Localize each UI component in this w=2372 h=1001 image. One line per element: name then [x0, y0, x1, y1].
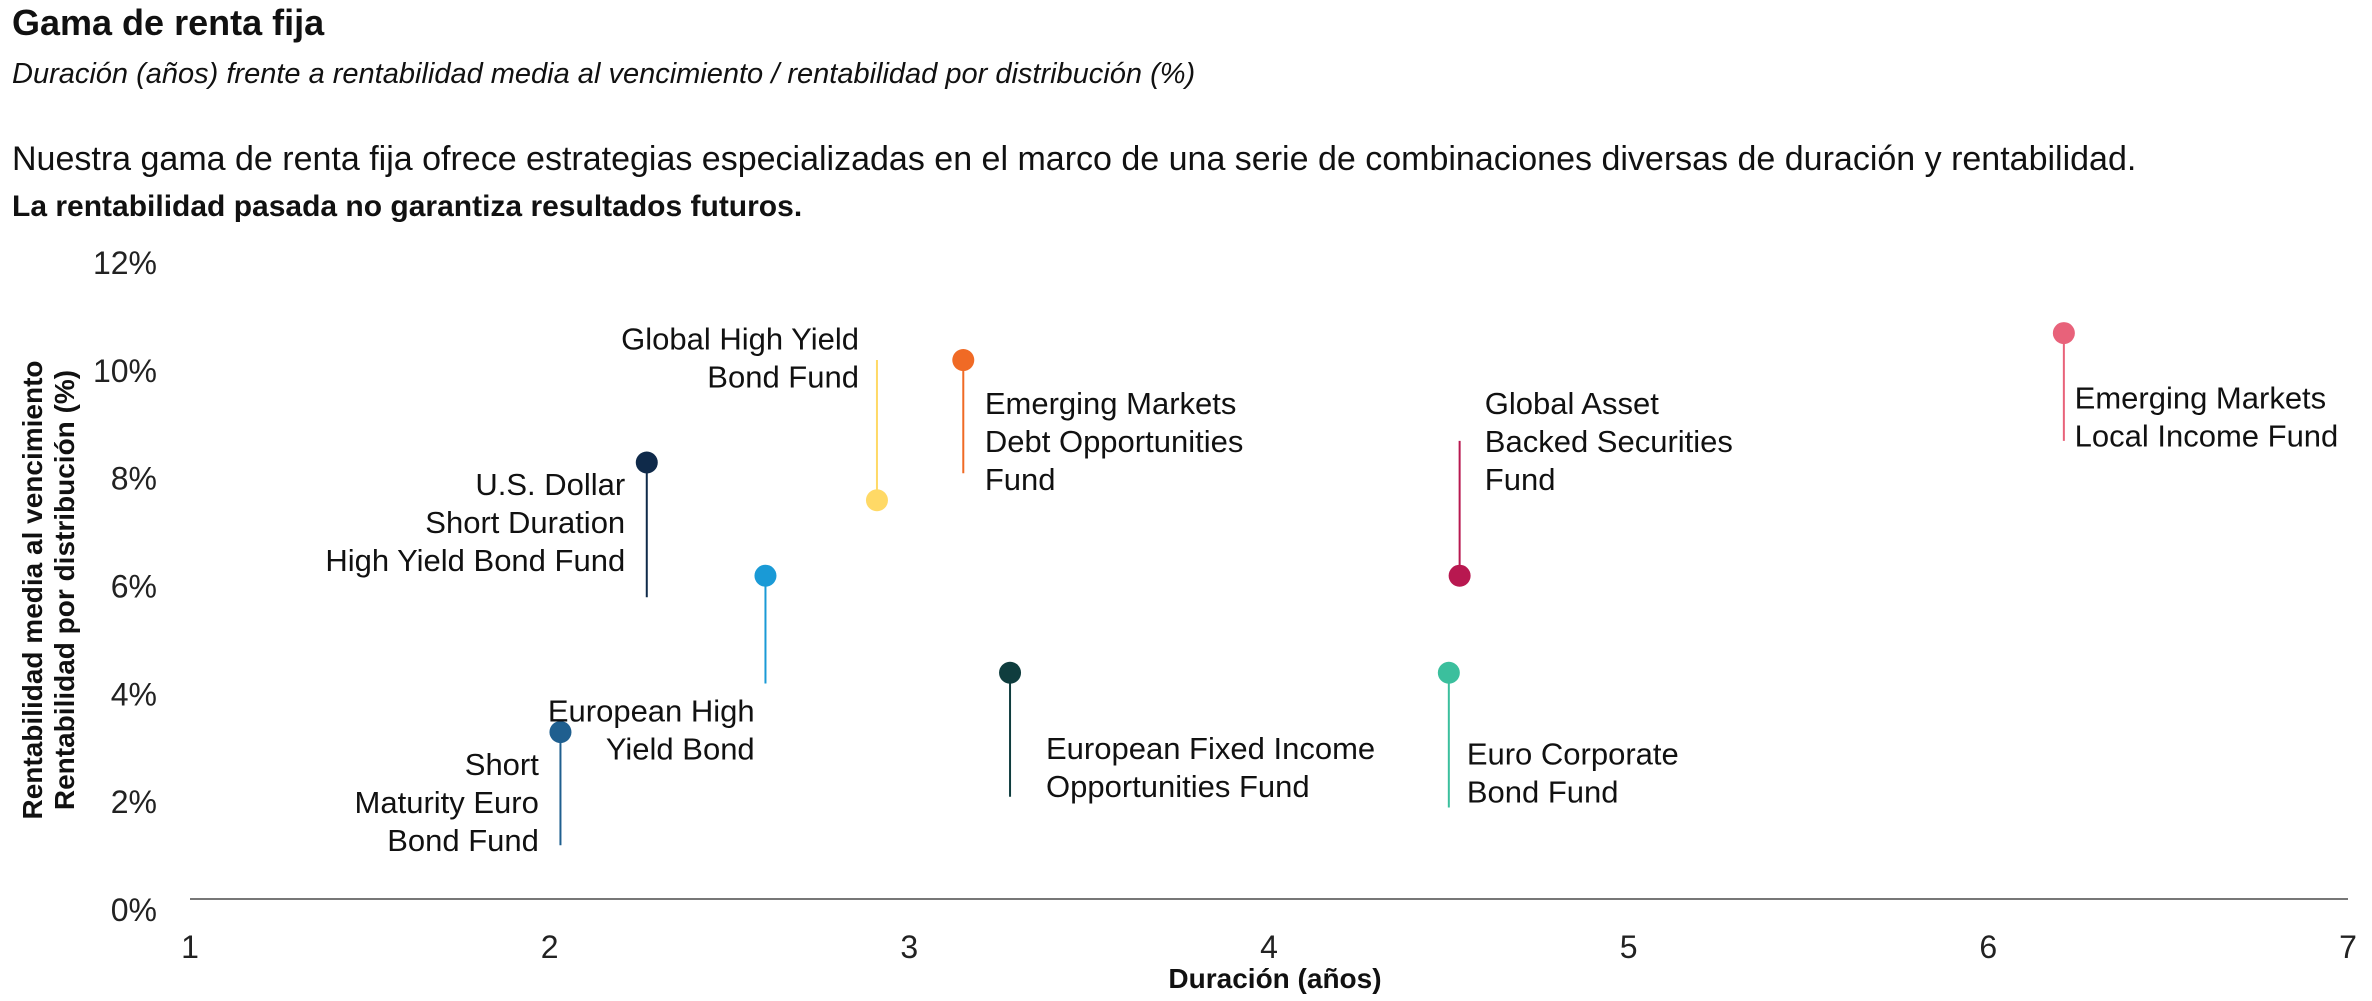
y-axis-label-line: Rentabilidad por distribución (%)	[49, 370, 80, 810]
x-tick-label: 3	[900, 929, 918, 965]
x-tick-label: 7	[2339, 929, 2357, 965]
point-label: High Yield Bond Fund	[325, 543, 625, 578]
point-label: Local Income Fund	[2075, 419, 2339, 454]
point-label: Global Asset	[1485, 386, 1659, 421]
point-label: Bond Fund	[707, 359, 859, 394]
point-label: Bond Fund	[1467, 774, 1619, 809]
x-tick-label: 2	[541, 929, 559, 965]
point-label: Debt Opportunities	[985, 424, 1243, 459]
y-tick-label: 6%	[111, 569, 157, 605]
y-tick-label: 0%	[111, 892, 157, 928]
point-label: Bond Fund	[387, 823, 539, 858]
point-label: European High	[548, 693, 755, 728]
point-label: Maturity Euro	[355, 785, 539, 820]
point-label: Short Duration	[425, 505, 625, 540]
point-label: Backed Securities	[1485, 424, 1733, 459]
point-label: Global High Yield	[621, 321, 859, 356]
point-label: U.S. Dollar	[475, 467, 625, 502]
x-axis-label: Duración (años)	[1168, 963, 1381, 994]
point-label: Emerging Markets	[985, 386, 1237, 421]
point-label: Emerging Markets	[2075, 381, 2327, 416]
x-tick-label: 4	[1260, 929, 1278, 965]
data-point	[2052, 322, 2075, 345]
x-tick-label: 5	[1620, 929, 1638, 965]
y-tick-label: 12%	[93, 245, 157, 281]
data-point	[952, 349, 975, 372]
point-label: European Fixed Income	[1046, 731, 1375, 766]
point-label: Short	[465, 747, 539, 782]
point-label: Fund	[985, 462, 1056, 497]
performance-disclaimer: La rentabilidad pasada no garantiza resu…	[12, 190, 803, 223]
point-label: Fund	[1485, 462, 1556, 497]
data-point	[865, 489, 888, 512]
y-axis-label-line: Rentabilidad media al vencimiento	[17, 360, 48, 819]
data-point	[754, 564, 777, 587]
x-tick-label: 6	[1979, 929, 1997, 965]
data-point	[999, 661, 1022, 684]
data-point	[1437, 661, 1460, 684]
y-tick-label: 2%	[111, 784, 157, 820]
point-label: Yield Bond	[606, 731, 755, 766]
y-tick-label: 8%	[111, 461, 157, 497]
chart-description: Nuestra gama de renta fija ofrece estrat…	[12, 140, 2137, 178]
point-label: Opportunities Fund	[1046, 769, 1310, 804]
data-point	[549, 721, 572, 744]
data-point	[1448, 564, 1471, 587]
chart-subtitle: Duración (años) frente a rentabilidad me…	[12, 58, 1196, 90]
data-point	[635, 451, 658, 474]
x-tick-label: 1	[181, 929, 199, 965]
point-label: Euro Corporate	[1467, 736, 1679, 771]
chart-title: Gama de renta fija	[12, 2, 325, 43]
y-tick-label: 10%	[93, 353, 157, 389]
y-tick-label: 4%	[111, 676, 157, 712]
